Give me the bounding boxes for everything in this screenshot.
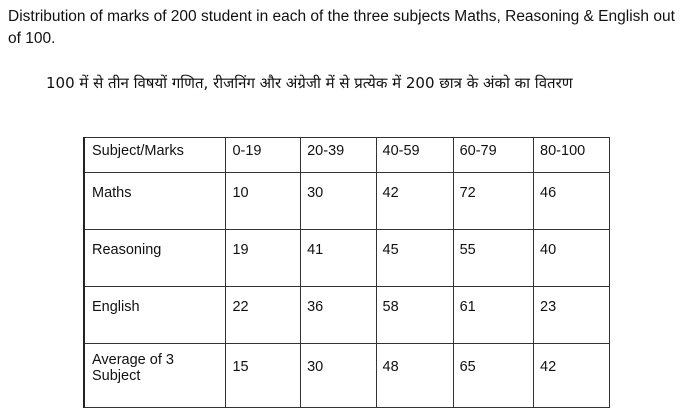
table-header-row: Subject/Marks 0-19 20-39 40-59 60-79 80-… xyxy=(83,137,610,173)
column-header: 0-19 xyxy=(225,137,302,173)
intro-hindi: 100 में से तीन विषयों गणित, रीजनिंग और अ… xyxy=(46,74,573,92)
table-cell: 30 xyxy=(300,172,377,230)
table-cell: 45 xyxy=(375,229,454,287)
table-cell: 23 xyxy=(533,286,610,344)
table-row-reasoning: Reasoning 19 41 45 55 40 xyxy=(83,229,610,287)
table-cell: 10 xyxy=(225,172,302,230)
table-cell: 19 xyxy=(225,229,302,287)
column-header: 40-59 xyxy=(375,137,454,173)
table-cell: 61 xyxy=(452,286,535,344)
column-header: 60-79 xyxy=(452,137,535,173)
table-cell: 15 xyxy=(225,343,302,408)
corner-header: Subject/Marks xyxy=(83,137,227,173)
table-cell: 46 xyxy=(533,172,610,230)
table-cell: 40 xyxy=(533,229,610,287)
row-label: Reasoning xyxy=(83,229,227,287)
table-row-english: English 22 36 58 61 23 xyxy=(83,286,610,344)
table-cell: 22 xyxy=(225,286,302,344)
row-label: Average of 3 Subject xyxy=(83,343,227,408)
table-cell: 42 xyxy=(375,172,454,230)
table-cell: 36 xyxy=(300,286,377,344)
table-row-maths: Maths 10 30 42 72 46 xyxy=(83,172,610,230)
row-label: Maths xyxy=(83,172,227,230)
column-header: 80-100 xyxy=(533,137,610,173)
table-row-average: Average of 3 Subject 15 30 48 65 42 xyxy=(83,343,610,408)
table-cell: 72 xyxy=(452,172,535,230)
row-label: English xyxy=(83,286,227,344)
table-cell: 65 xyxy=(452,343,535,408)
table-cell: 30 xyxy=(300,343,377,408)
table-cell: 55 xyxy=(452,229,535,287)
marks-distribution-table: Subject/Marks 0-19 20-39 40-59 60-79 80-… xyxy=(83,137,610,408)
column-header: 20-39 xyxy=(300,137,377,173)
table-cell: 48 xyxy=(375,343,454,408)
table-cell: 58 xyxy=(375,286,454,344)
table-cell: 42 xyxy=(533,343,610,408)
intro-english: Distribution of marks of 200 student in … xyxy=(8,8,675,47)
table-cell: 41 xyxy=(300,229,377,287)
